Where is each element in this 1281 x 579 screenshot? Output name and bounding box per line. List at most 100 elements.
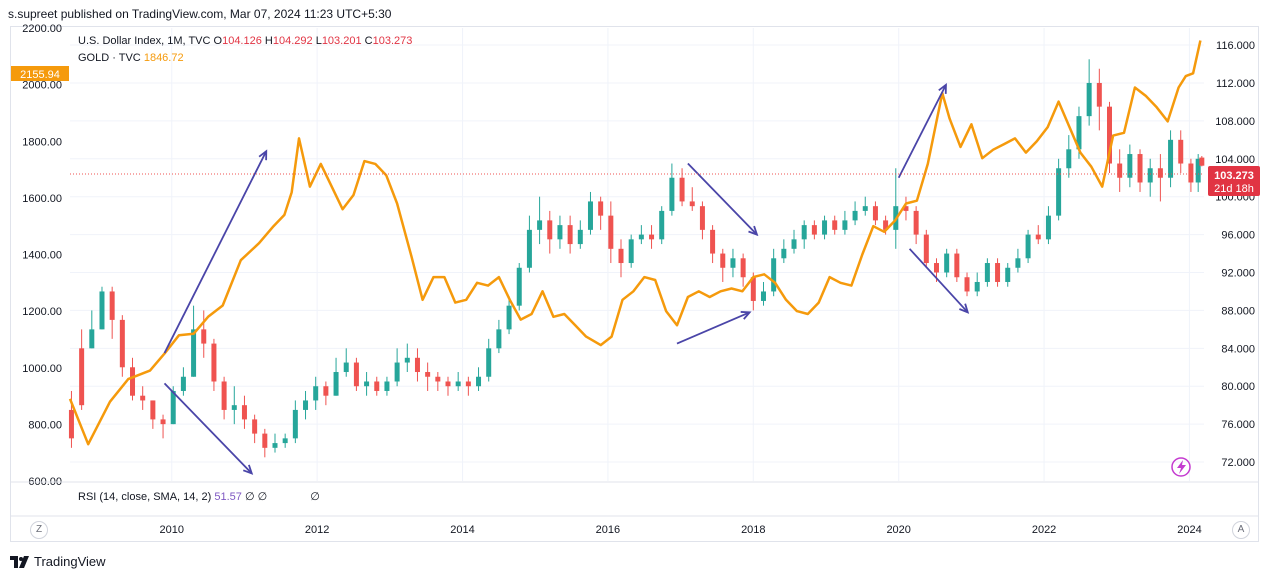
flash-bolt-icon xyxy=(1177,460,1186,474)
candle-body xyxy=(740,258,746,278)
candle-body xyxy=(872,206,878,221)
time-axis: 2010 2012 2014 2016 2018 2020 2022 2024 xyxy=(160,524,1202,536)
close-label: C xyxy=(364,35,373,47)
candle-body xyxy=(1066,149,1072,169)
candle-body xyxy=(394,362,400,382)
candle-body xyxy=(262,433,268,448)
right-tick-label: 116.000 xyxy=(1216,40,1255,52)
right-tick-label: 72.000 xyxy=(1221,457,1255,469)
candle-body xyxy=(1096,82,1102,107)
right-tick-label: 112.000 xyxy=(1216,78,1255,90)
candle-body xyxy=(1025,234,1031,259)
brand-name: TradingView xyxy=(34,554,106,569)
candle-body xyxy=(598,201,604,216)
trend-arrow-shaft xyxy=(687,162,758,236)
candle-body xyxy=(557,225,563,240)
tradingview-brand[interactable]: TradingView xyxy=(10,554,106,569)
candle-body xyxy=(801,225,807,240)
candle-body xyxy=(781,248,787,259)
candle-body xyxy=(241,405,247,420)
chart-frame xyxy=(10,26,1259,542)
time-tick-label: 2018 xyxy=(741,524,765,536)
right-tick-label: 84.000 xyxy=(1221,343,1255,355)
trend-arrow-head xyxy=(938,83,947,94)
close-value: 103.273 xyxy=(372,35,413,47)
dxy-price-badge: 103.273 xyxy=(1214,170,1254,182)
trend-arrow-head xyxy=(748,225,759,237)
right-tick-label: 88.000 xyxy=(1221,305,1255,317)
time-tick-label: 2014 xyxy=(450,524,474,536)
trend-arrow-shaft xyxy=(163,150,268,354)
open-label: O xyxy=(213,35,223,47)
candle-body xyxy=(425,372,431,377)
rsi-extra-3: ∅ xyxy=(310,491,320,503)
candle-body xyxy=(435,376,441,382)
candle-body xyxy=(496,329,502,349)
right-tick-label: 76.000 xyxy=(1221,419,1255,431)
candle-body xyxy=(1056,168,1062,216)
candle-body xyxy=(1168,139,1174,178)
candle-body xyxy=(303,400,309,410)
candle-body xyxy=(750,277,756,301)
candle-body xyxy=(913,210,919,235)
candle-body xyxy=(1178,139,1184,164)
gold-legend[interactable]: GOLD · TVC 1846.72 xyxy=(78,52,184,64)
trend-arrow-shaft xyxy=(908,248,969,313)
candle-body xyxy=(842,220,848,230)
candle-body xyxy=(109,291,115,320)
time-tick-label: 2010 xyxy=(160,524,184,536)
publisher-caption: s.supreet published on TradingView.com, … xyxy=(8,7,392,21)
candle-body xyxy=(944,253,950,273)
candle-body xyxy=(99,291,105,330)
open-value: 104.126 xyxy=(222,35,262,47)
candle-body xyxy=(292,409,298,439)
candle-body xyxy=(170,390,176,425)
trend-arrow-head xyxy=(740,311,752,320)
rsi-legend[interactable]: RSI (14, close, SMA, 14, 2) 51.57 ∅ ∅ ∅ xyxy=(78,490,320,503)
dxy-legend-name: U.S. Dollar Index, 1M, TVC xyxy=(78,35,211,47)
candle-body xyxy=(954,253,960,278)
candle-body xyxy=(1147,168,1153,183)
candle-body xyxy=(811,225,817,235)
trend-arrow-head xyxy=(959,303,970,314)
candle-body xyxy=(577,229,583,245)
time-tick-label: 2022 xyxy=(1032,524,1056,536)
bar-countdown: 21d 18h xyxy=(1214,183,1254,195)
rsi-extra-2: ∅ xyxy=(257,491,268,503)
candle-body xyxy=(862,206,868,211)
candle-body xyxy=(689,201,695,207)
candle-body xyxy=(659,210,665,240)
candle-body xyxy=(465,381,471,387)
gold-price-badge-bg xyxy=(11,66,69,81)
candle-body xyxy=(1045,215,1051,240)
candle-body xyxy=(608,215,614,249)
candle-body xyxy=(1188,163,1194,183)
trend-arrow-shaft xyxy=(163,382,253,475)
trend-arrow-head xyxy=(242,464,254,475)
trend-arrow-shaft xyxy=(676,311,751,345)
candle-body xyxy=(130,367,136,396)
auto-scale-button[interactable]: A xyxy=(1232,521,1250,539)
candle-body xyxy=(231,405,237,410)
candle-body xyxy=(699,206,705,230)
candle-body xyxy=(852,210,858,221)
zoom-button[interactable]: Z xyxy=(30,521,48,539)
candle-body xyxy=(211,343,217,382)
candle-body xyxy=(201,329,207,344)
candle-body xyxy=(140,395,146,401)
candle-body xyxy=(567,225,573,245)
flash-icon[interactable] xyxy=(1171,457,1191,477)
candle-body xyxy=(343,362,349,373)
time-tick-label: 2016 xyxy=(596,524,620,536)
low-value: 103.201 xyxy=(321,35,362,47)
candle-body xyxy=(150,400,156,420)
candle-body xyxy=(832,220,838,230)
candle-body xyxy=(1137,154,1143,183)
left-tick-label: 2200.00 xyxy=(22,23,62,35)
candle-body xyxy=(933,263,939,273)
gold-legend-value: 1846.72 xyxy=(143,52,184,64)
right-tick-label: 104.000 xyxy=(1215,154,1255,166)
time-tick-label: 2024 xyxy=(1177,524,1201,536)
dxy-legend[interactable]: U.S. Dollar Index, 1M, TVC O104.126 H104… xyxy=(78,35,412,47)
